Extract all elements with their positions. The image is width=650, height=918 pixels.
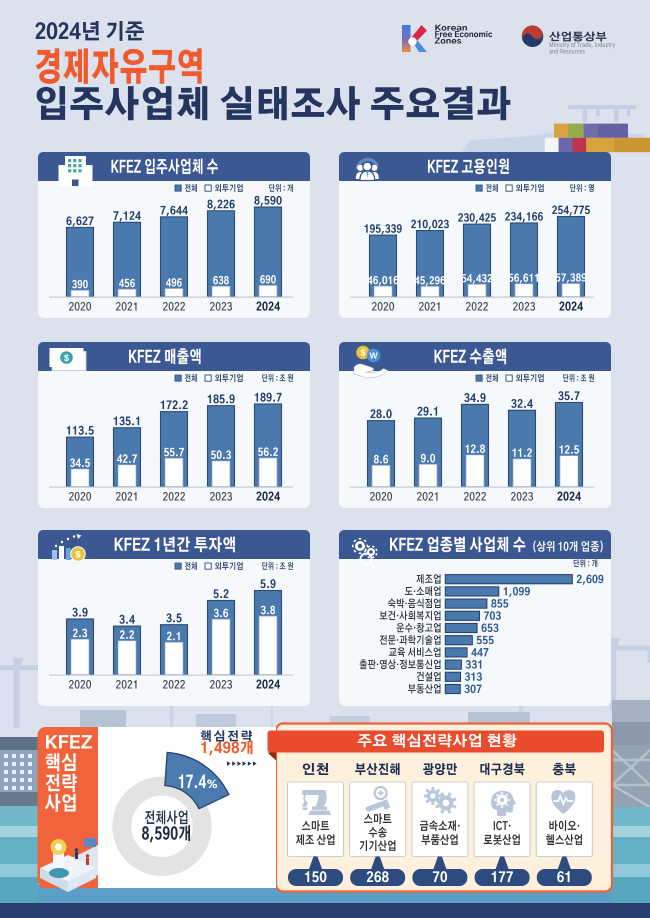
svg-text:W: W xyxy=(369,351,378,361)
svg-text:$: $ xyxy=(75,549,81,560)
svg-text:$: $ xyxy=(361,348,366,358)
svg-text:$: $ xyxy=(64,353,69,363)
